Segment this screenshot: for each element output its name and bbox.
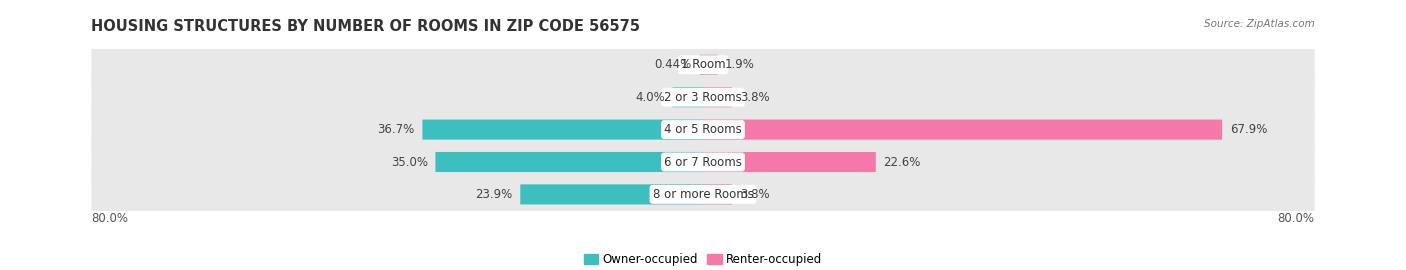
Text: 80.0%: 80.0% [1278, 212, 1315, 225]
FancyBboxPatch shape [91, 164, 1315, 225]
Text: Source: ZipAtlas.com: Source: ZipAtlas.com [1204, 19, 1315, 29]
Text: 0.44%: 0.44% [655, 58, 692, 71]
FancyBboxPatch shape [672, 87, 703, 107]
Text: 3.8%: 3.8% [740, 188, 769, 201]
Text: 3.8%: 3.8% [740, 91, 769, 104]
Text: 4.0%: 4.0% [636, 91, 665, 104]
FancyBboxPatch shape [91, 34, 1315, 96]
Text: 2 or 3 Rooms: 2 or 3 Rooms [664, 91, 742, 104]
Text: 35.0%: 35.0% [391, 156, 427, 168]
Text: 23.9%: 23.9% [475, 188, 513, 201]
Text: 4 or 5 Rooms: 4 or 5 Rooms [664, 123, 742, 136]
FancyBboxPatch shape [91, 66, 1315, 128]
Text: 1 Room: 1 Room [681, 58, 725, 71]
Text: 1.9%: 1.9% [725, 58, 755, 71]
Text: 67.9%: 67.9% [1230, 123, 1267, 136]
Text: 36.7%: 36.7% [378, 123, 415, 136]
FancyBboxPatch shape [700, 55, 703, 75]
FancyBboxPatch shape [520, 184, 703, 204]
FancyBboxPatch shape [422, 120, 703, 140]
FancyBboxPatch shape [703, 87, 733, 107]
FancyBboxPatch shape [703, 55, 717, 75]
FancyBboxPatch shape [703, 184, 733, 204]
Text: 80.0%: 80.0% [91, 212, 128, 225]
Text: 8 or more Rooms: 8 or more Rooms [652, 188, 754, 201]
Text: 22.6%: 22.6% [883, 156, 921, 168]
Text: HOUSING STRUCTURES BY NUMBER OF ROOMS IN ZIP CODE 56575: HOUSING STRUCTURES BY NUMBER OF ROOMS IN… [91, 19, 640, 34]
FancyBboxPatch shape [91, 131, 1315, 193]
FancyBboxPatch shape [703, 120, 1222, 140]
FancyBboxPatch shape [91, 99, 1315, 160]
FancyBboxPatch shape [703, 152, 876, 172]
FancyBboxPatch shape [436, 152, 703, 172]
Legend: Owner-occupied, Renter-occupied: Owner-occupied, Renter-occupied [583, 253, 823, 266]
Text: 6 or 7 Rooms: 6 or 7 Rooms [664, 156, 742, 168]
